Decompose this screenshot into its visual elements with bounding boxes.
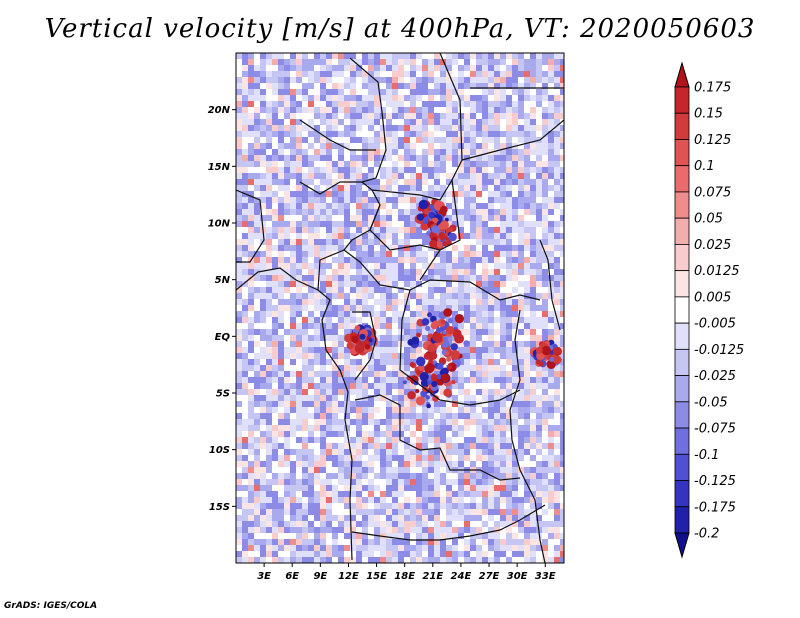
colorbar-level-label: 0.05	[694, 212, 723, 227]
colorbar-level-label: 0.175	[694, 81, 731, 96]
lat-tick-label: 5N	[215, 275, 231, 286]
latitude-axis: 20N 15N 10N 5N EQ 5S 10S 15S	[208, 105, 236, 513]
colorbar-segment	[674, 322, 690, 350]
colorbar-segment	[674, 165, 690, 193]
colorbar-level-label: -0.005	[694, 317, 736, 332]
colorbar-segment	[674, 427, 690, 455]
longitude-axis: 3E 6E 9E 12E 15E 18E 21E 24E 27E 30E 33E	[257, 563, 556, 582]
colorbar-segment	[674, 296, 690, 324]
colorbar-segment	[674, 270, 690, 298]
colorbar-level-label: 0.005	[694, 290, 731, 305]
colorbar-level-label: -0.0125	[694, 343, 744, 358]
lon-tick-label: 24E	[451, 571, 472, 582]
colorbar-level-label: 0.15	[694, 107, 723, 122]
colorbar-segment	[674, 506, 690, 534]
colorbar-segment	[674, 480, 690, 508]
lon-tick-label: 15E	[366, 571, 387, 582]
colorbar-level-label: -0.025	[694, 369, 736, 384]
colorbar-segment	[674, 453, 690, 481]
vertical-velocity-field	[236, 53, 564, 563]
colorbar-segment	[674, 112, 690, 140]
coastlines-and-borders	[236, 53, 564, 563]
lon-tick-label: 12E	[338, 571, 359, 582]
lat-tick-label: 20N	[208, 105, 231, 116]
colorbar-level-label: 0.075	[694, 185, 731, 200]
lat-tick-label: 5S	[216, 389, 230, 400]
lat-tick-label: 10S	[209, 445, 230, 456]
lon-tick-label: 9E	[313, 571, 327, 582]
colorbar-level-label: 0.1	[694, 159, 715, 174]
lon-tick-label: 30E	[507, 571, 528, 582]
colorbar-segment	[674, 244, 690, 272]
colorbar-level-label: -0.2	[694, 527, 719, 542]
colorbar-level-label: -0.1	[694, 448, 719, 463]
lat-tick-label: 15N	[208, 162, 231, 173]
colorbar-segment	[674, 191, 690, 219]
chart-title: Vertical velocity [m/s] at 400hPa, VT: 2…	[44, 14, 756, 44]
lat-tick-label: EQ	[215, 332, 231, 343]
colorbar-level-label: 0.0125	[694, 264, 740, 279]
lat-tick-label: 10N	[208, 219, 231, 230]
colorbar-level-label: -0.175	[694, 500, 736, 515]
colorbar-level-label: -0.05	[694, 395, 728, 410]
colorbar-level-label: -0.125	[694, 474, 736, 489]
colorbar-level-label: 0.025	[694, 238, 731, 253]
colorbar-segment	[674, 139, 690, 167]
lon-tick-label: 6E	[285, 571, 299, 582]
lat-tick-label: 15S	[209, 502, 230, 513]
lon-tick-label: 18E	[394, 571, 415, 582]
lon-tick-label: 27E	[479, 571, 500, 582]
colorbar-level-label: 0.125	[694, 133, 731, 148]
lon-tick-label: 21E	[422, 571, 443, 582]
colorbar-max-arrow	[674, 61, 690, 88]
colorbar-segment	[674, 217, 690, 245]
lon-tick-label: 33E	[535, 571, 556, 582]
lon-tick-label: 3E	[257, 571, 271, 582]
colorbar-segment	[674, 375, 690, 403]
colorbar-min-arrow	[674, 532, 690, 559]
colorbar-level-label: -0.075	[694, 422, 736, 437]
grads-credit: GrADS: IGES/COLA	[4, 601, 98, 611]
map-frame	[235, 52, 565, 564]
colorbar-segment	[674, 348, 690, 376]
colorbar: 0.175 0.15 0.125 0.1 0.075 0.05 0.025 0.0125 0.0…	[674, 61, 744, 559]
colorbar-segment	[674, 401, 690, 429]
colorbar-segment	[674, 86, 690, 114]
